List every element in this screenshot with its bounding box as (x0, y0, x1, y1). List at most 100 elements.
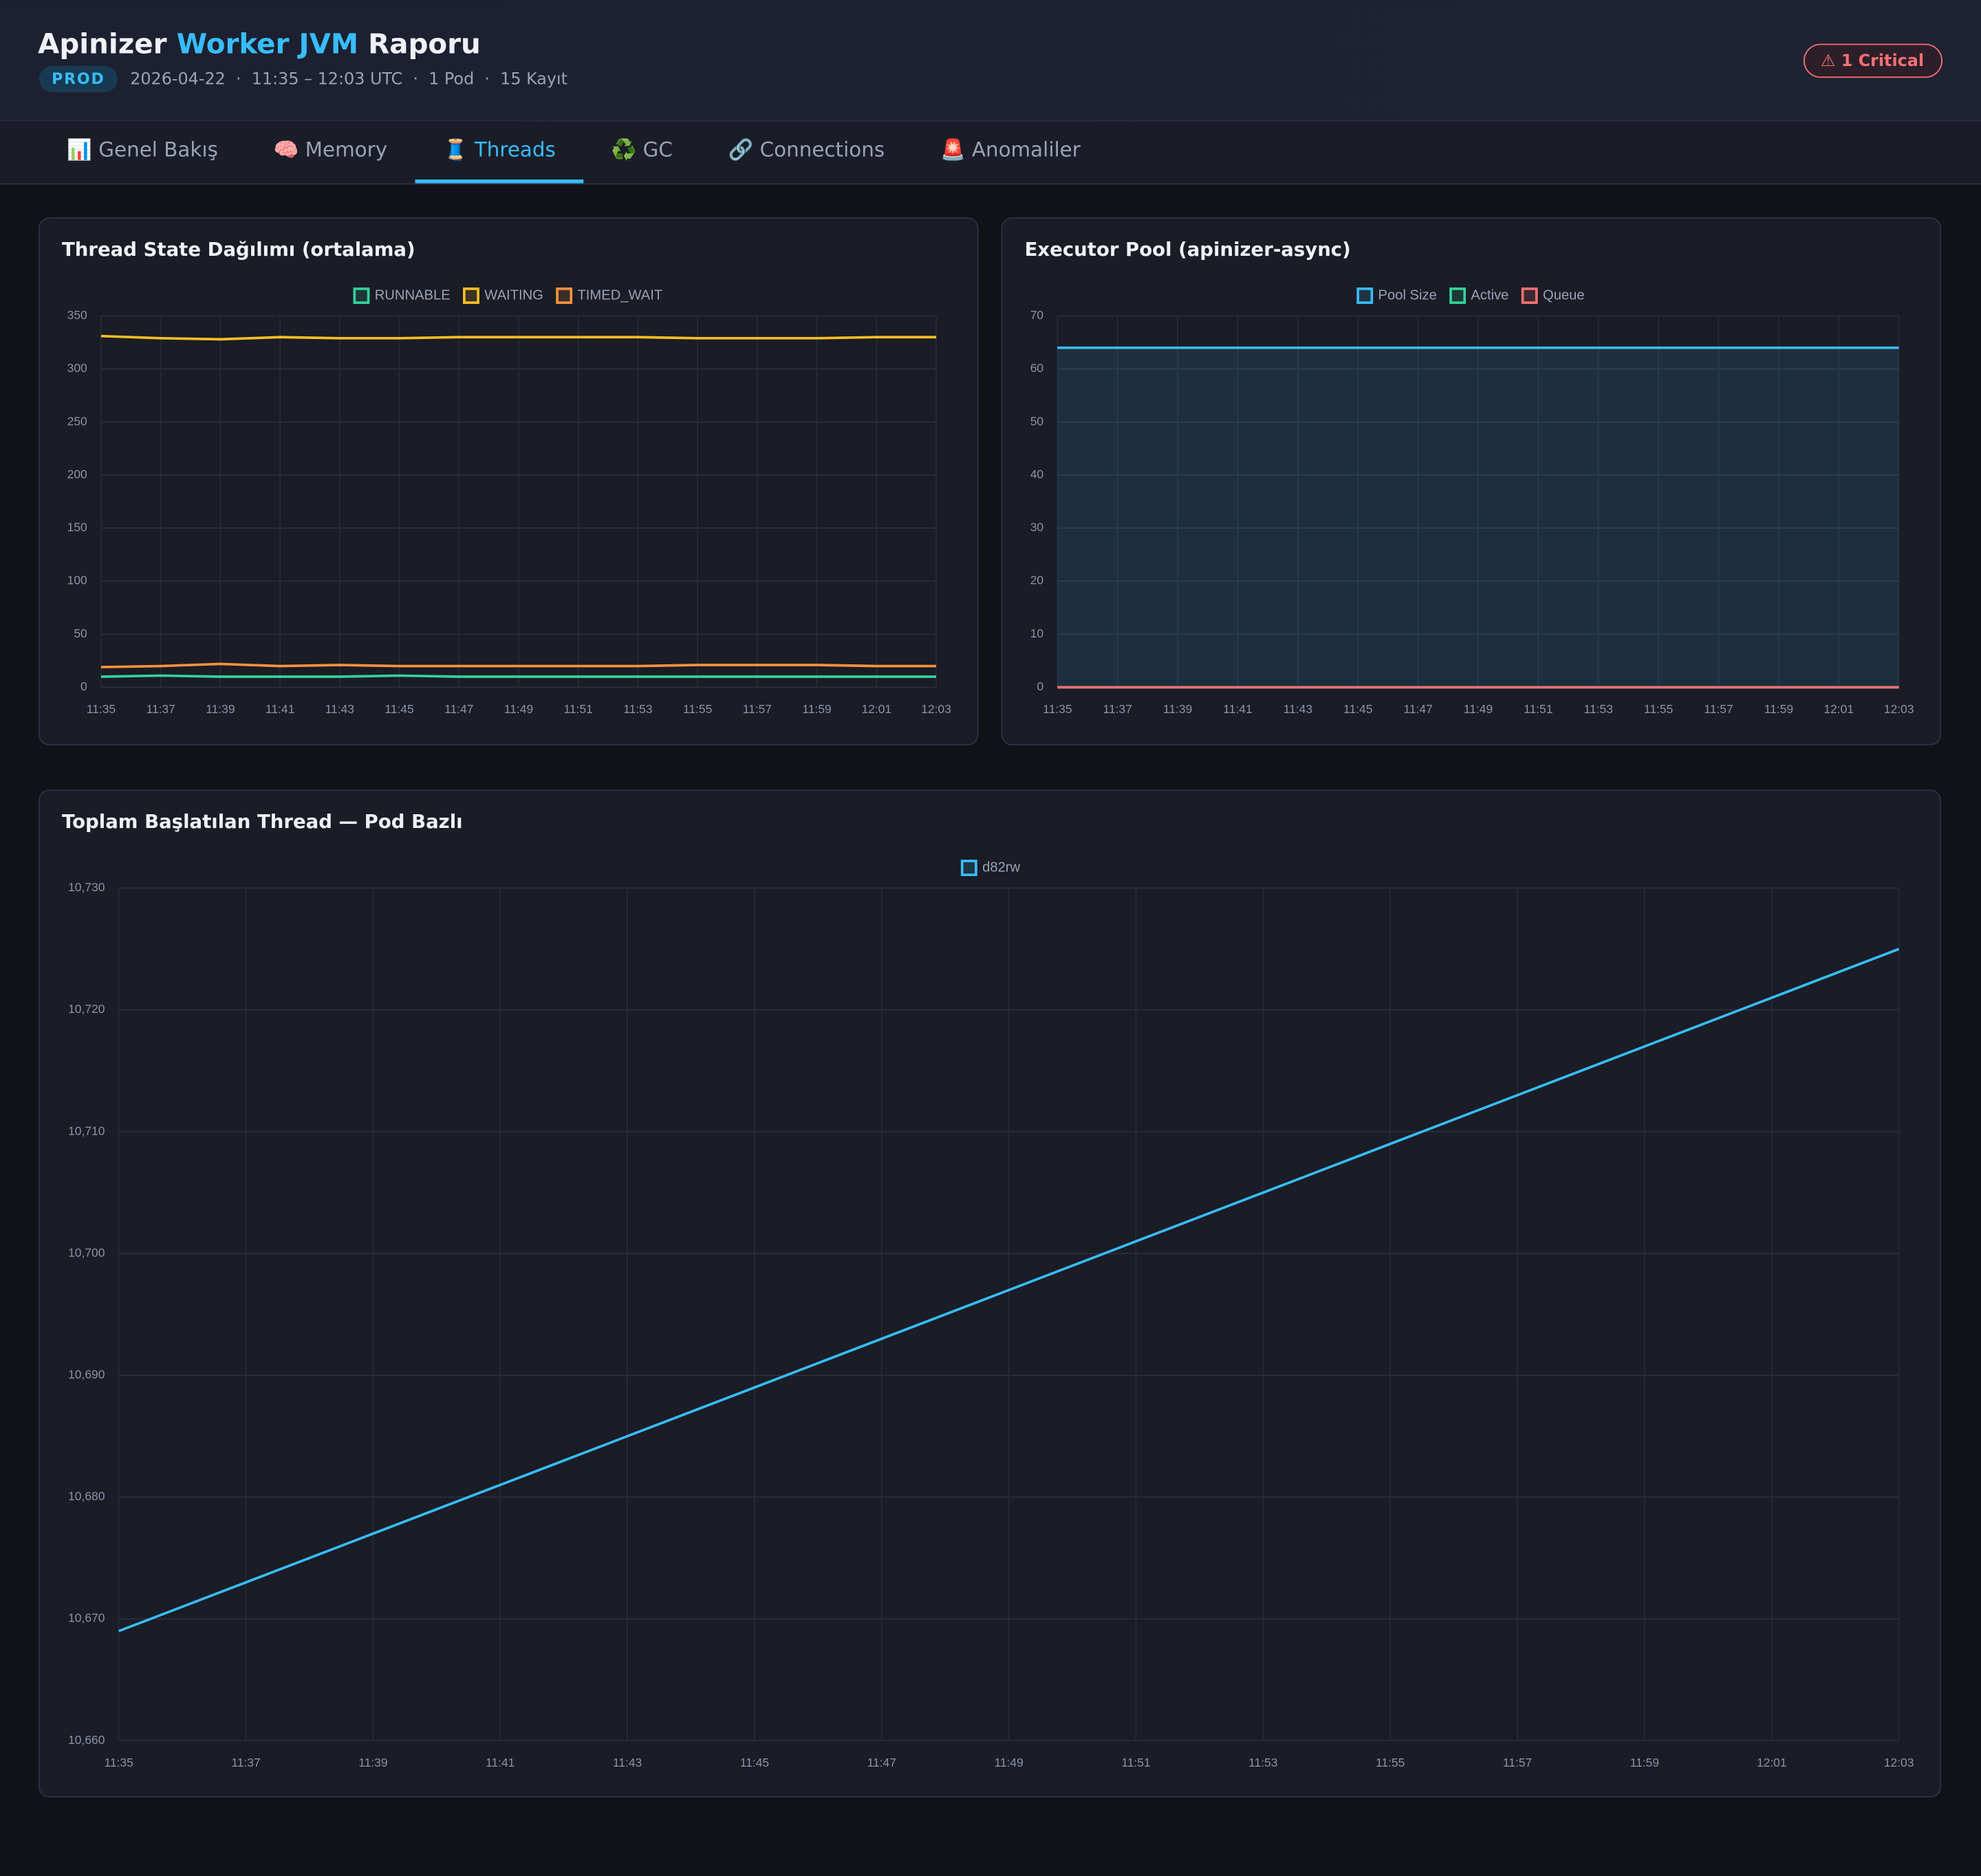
header (0, 0, 1981, 120)
panel (1001, 217, 1942, 745)
y-tick-label: 10,670 (68, 1611, 105, 1625)
x-tick-label: 11:39 (358, 1756, 387, 1769)
x-tick-label: 12:01 (1757, 1756, 1787, 1769)
legend-label: Pool Size (1378, 287, 1437, 303)
panel (39, 789, 1942, 1798)
x-tick-label: 11:59 (1764, 702, 1793, 716)
x-tick-label: 11:47 (444, 702, 473, 716)
tab[interactable]: ♻️ GC (611, 138, 673, 161)
meta: 2026-04-22 · 11:35 – 12:03 UTC · 1 Pod ·… (130, 69, 567, 88)
x-tick-label: 11:39 (1163, 702, 1192, 716)
x-tick-label: 11:57 (743, 702, 772, 716)
x-tick-label: 11:47 (867, 1756, 896, 1769)
y-tick-label: 50 (74, 626, 87, 640)
area (1057, 347, 1899, 688)
legend-swatch (353, 287, 370, 304)
x-tick-label: 12:03 (1884, 1756, 1914, 1769)
x-tick-label: 11:45 (740, 1756, 769, 1769)
y-tick-label: 70 (1030, 308, 1044, 322)
x-tick-label: 11:41 (266, 702, 294, 716)
x-tick-label: 11:43 (613, 1756, 642, 1769)
tabs: 📊 Genel Bakış 🧠 Memory 🧵 Threads ♻️ GC 🔗 Con… (67, 137, 1081, 184)
y-tick-label: 10,690 (68, 1368, 105, 1382)
x-tick-label: 11:37 (231, 1756, 260, 1769)
x-tick-label: 11:45 (385, 702, 413, 716)
y-tick-label: 30 (1030, 521, 1044, 534)
tab-bar (0, 121, 1981, 184)
x-tick-label: 12:03 (921, 702, 951, 716)
title-part: Raporu (368, 27, 481, 60)
x-tick-label: 11:51 (1121, 1756, 1150, 1769)
x-tick-label: 12:01 (1823, 702, 1854, 716)
page-title: Apinizer Worker JVM Raporu (38, 27, 481, 60)
x-tick-label: 11:51 (1524, 702, 1552, 716)
x-tick-label: 11:53 (623, 702, 652, 716)
line (100, 674, 937, 678)
panel (39, 217, 979, 745)
legend-label: WAITING (484, 287, 543, 303)
x-tick-label: 11:37 (146, 702, 175, 716)
env-label: PROD (52, 71, 105, 88)
legend-swatch (556, 287, 573, 304)
x-tick-label: 11:51 (564, 702, 593, 716)
y-tick-label: 20 (1030, 574, 1044, 587)
x-tick-label: 11:43 (325, 702, 354, 716)
tab[interactable]: 🔗 Connections (728, 137, 885, 162)
tab[interactable]: 🧵 Threads (443, 138, 556, 162)
x-tick-label: 11:57 (1503, 1756, 1532, 1769)
y-tick-label: 10,720 (68, 1002, 105, 1016)
y-tick-label: 200 (67, 467, 87, 481)
x-tick-label: 11:37 (1103, 702, 1132, 716)
x-tick-label: 11:49 (994, 1756, 1023, 1769)
y-tick-label: 50 (1030, 414, 1044, 428)
alert-badge[interactable] (1803, 43, 1942, 78)
x-tick-label: 11:35 (87, 702, 116, 716)
legend-swatch (1356, 287, 1374, 304)
y-tick-label: 300 (67, 361, 87, 375)
env-badge (39, 65, 118, 93)
x-tick-label: 11:55 (683, 702, 712, 716)
y-tick-label: 250 (67, 414, 87, 428)
line (100, 334, 937, 341)
x-tick-label: 11:39 (206, 702, 235, 716)
x-tick-label: 11:47 (1403, 702, 1432, 716)
legend: d82rw (960, 860, 1021, 877)
x-tick-label: 12:01 (861, 702, 891, 716)
legend-label: Queue (1543, 287, 1585, 303)
tab[interactable]: 📊 Genel Bakış (67, 138, 218, 161)
legend: RUNNABLE WAITING TIMED_WAIT (353, 287, 662, 304)
chart-title: Executor Pool (apinizer-async) (1025, 239, 1351, 261)
x-tick-label: 11:55 (1376, 1756, 1405, 1769)
legend-label: Active (1471, 287, 1508, 303)
x-tick-label: 11:53 (1584, 702, 1613, 716)
x-tick-label: 11:53 (1248, 1756, 1277, 1769)
x-tick-label: 11:41 (1223, 702, 1252, 716)
y-tick-label: 0 (1037, 679, 1043, 693)
x-tick-label: 11:55 (1644, 702, 1673, 716)
tab[interactable]: 🚨 Anomaliler (940, 138, 1081, 161)
x-tick-label: 11:49 (504, 702, 533, 716)
y-tick-label: 10 (1030, 626, 1044, 640)
legend: Pool Size Active Queue (1356, 287, 1585, 304)
alert-label[interactable]: ⚠ 1 Critical (1821, 51, 1924, 70)
legend-label: RUNNABLE (375, 287, 451, 303)
tab[interactable]: 🧠 Memory (274, 138, 387, 161)
legend-swatch (1449, 287, 1466, 304)
y-tick-label: 10,710 (68, 1124, 105, 1137)
legend-label: TIMED_WAIT (577, 287, 662, 303)
y-tick-label: 150 (67, 521, 87, 534)
legend-swatch (960, 860, 977, 877)
y-tick-label: 10,730 (68, 880, 105, 894)
x-tick-label: 11:57 (1704, 702, 1733, 716)
legend-swatch (463, 287, 479, 304)
x-tick-label: 11:59 (1630, 1756, 1659, 1769)
x-tick-label: 12:03 (1884, 702, 1914, 716)
y-tick-label: 10,680 (68, 1490, 105, 1503)
legend-swatch (1521, 287, 1538, 304)
x-tick-label: 11:59 (802, 702, 831, 716)
y-tick-label: 0 (80, 679, 87, 693)
y-tick-label: 10,700 (68, 1245, 105, 1259)
chart-title: Toplam Başlatılan Thread — Pod Bazlı (62, 811, 463, 833)
x-tick-label: 11:49 (1464, 702, 1493, 716)
